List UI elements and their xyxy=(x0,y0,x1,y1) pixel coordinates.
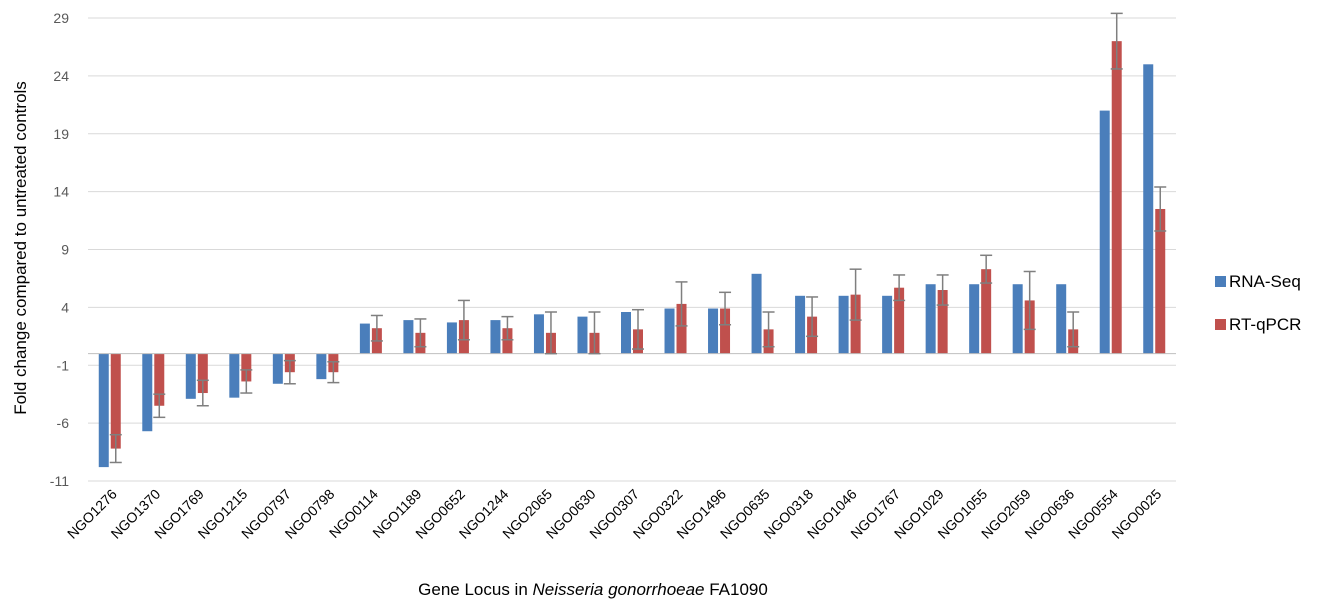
bar-rna-seq-ngo0636 xyxy=(1056,284,1067,354)
bar-rt-qpcr-ngo1215 xyxy=(241,353,252,382)
y-axis-ticks: 29 24 19 14 9 4 -1 -6 -11 xyxy=(50,10,69,489)
y-tick-label: 14 xyxy=(53,184,69,200)
bar-rt-qpcr-ngo1769 xyxy=(197,353,208,394)
legend-label-rt-qpcr: RT-qPCR xyxy=(1229,315,1301,334)
bar-rt-qpcr-ngo1046 xyxy=(850,294,861,354)
y-tick-label: -11 xyxy=(50,473,69,489)
bar-rna-seq-ngo1496 xyxy=(708,308,719,354)
y-tick-label: -6 xyxy=(57,415,70,431)
legend: RNA-Seq RT-qPCR xyxy=(1215,272,1301,334)
bar-rt-qpcr-ngo1029 xyxy=(937,290,948,354)
y-tick-label: 9 xyxy=(61,242,69,258)
x-axis-title-italic: Neisseria gonorrhoeae xyxy=(533,580,705,599)
y-axis-title: Fold change compared to untreated contro… xyxy=(11,81,30,415)
y-tick-label: 29 xyxy=(53,10,69,26)
bar-rna-seq-ngo1370 xyxy=(142,353,153,432)
bar-rna-seq-ngo1215 xyxy=(229,353,240,398)
bar-rt-qpcr-ngo0554 xyxy=(1111,41,1122,354)
bar-rt-qpcr-ngo1496 xyxy=(720,308,731,354)
legend-swatch-rt-qpcr xyxy=(1215,319,1226,330)
y-tick-label: 24 xyxy=(53,68,69,84)
legend-label-rna-seq: RNA-Seq xyxy=(1229,272,1301,291)
bar-rt-qpcr-ngo0025 xyxy=(1155,208,1166,354)
bar-rna-seq-ngo1046 xyxy=(838,295,849,354)
bar-rna-seq-ngo1029 xyxy=(925,284,936,354)
bar-rt-qpcr-ngo0322 xyxy=(676,303,687,354)
bar-rt-qpcr-ngo1055 xyxy=(981,269,992,354)
bar-rna-seq-ngo1189 xyxy=(403,320,414,354)
bars xyxy=(98,41,1166,468)
x-axis-ticks: NGO1276NGO1370NGO1769NGO1215NGO0797NGO07… xyxy=(64,486,1165,542)
bar-rna-seq-ngo0318 xyxy=(795,295,806,354)
gridlines xyxy=(88,17,1176,482)
bar-rt-qpcr-ngo1767 xyxy=(894,287,905,354)
bar-rt-qpcr-ngo1276 xyxy=(110,353,121,449)
bar-rna-seq-ngo1244 xyxy=(490,320,501,354)
bar-rna-seq-ngo0635 xyxy=(751,273,762,354)
bar-rt-qpcr-ngo1370 xyxy=(154,353,165,406)
x-axis-title: Gene Locus in Neisseria gonorrhoeae FA10… xyxy=(418,580,768,599)
error-bars xyxy=(109,12,1167,464)
bar-rna-seq-ngo1767 xyxy=(882,295,893,354)
bar-rna-seq-ngo0322 xyxy=(664,308,675,354)
bar-rna-seq-ngo2059 xyxy=(1012,284,1023,354)
y-tick-label: -1 xyxy=(57,357,70,373)
bar-rna-seq-ngo0114 xyxy=(359,323,370,354)
bar-rna-seq-ngo2065 xyxy=(533,314,544,354)
bar-rt-qpcr-ngo1244 xyxy=(502,328,513,354)
y-tick-label: 4 xyxy=(61,299,69,315)
bar-rna-seq-ngo0652 xyxy=(446,322,457,354)
bar-rna-seq-ngo0630 xyxy=(577,316,588,354)
bar-rna-seq-ngo0307 xyxy=(621,312,631,354)
x-axis-title-suffix: FA1090 xyxy=(705,580,768,599)
legend-swatch-rna-seq xyxy=(1215,276,1226,287)
bar-rna-seq-ngo1276 xyxy=(98,353,109,468)
bar-rna-seq-ngo0797 xyxy=(272,353,283,384)
bar-rna-seq-ngo1769 xyxy=(185,353,196,399)
y-tick-label: 19 xyxy=(53,126,69,142)
x-axis-title-prefix: Gene Locus in xyxy=(418,580,532,599)
bar-rna-seq-ngo0554 xyxy=(1099,110,1110,354)
bar-rna-seq-ngo0798 xyxy=(316,353,327,380)
bar-rna-seq-ngo1055 xyxy=(969,284,980,354)
bar-rna-seq-ngo0025 xyxy=(1143,64,1154,354)
